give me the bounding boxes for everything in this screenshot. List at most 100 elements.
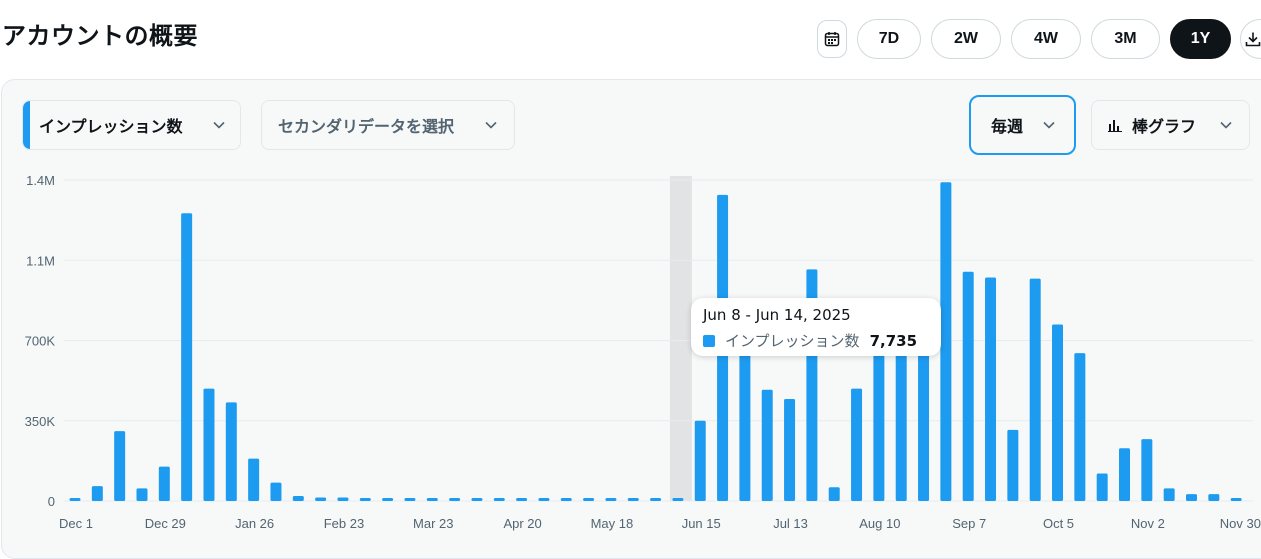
y-tick-label: 1.1M (26, 253, 55, 268)
bar[interactable] (1029, 278, 1041, 501)
bar[interactable] (359, 498, 371, 501)
bar[interactable] (1074, 353, 1086, 501)
x-tick-label: Jul 13 (773, 516, 808, 531)
y-tick-label: 0 (48, 494, 55, 509)
secondary-metric-dropdown[interactable]: セカンダリデータを選択 (261, 100, 515, 150)
x-tick-label: Dec 1 (59, 516, 93, 531)
bar[interactable] (69, 498, 81, 501)
bar[interactable] (404, 498, 416, 501)
y-tick-label: 350K (25, 414, 56, 429)
bar-chart-icon (1108, 118, 1122, 132)
bar[interactable] (203, 388, 215, 501)
bar[interactable] (136, 488, 148, 501)
chevron-down-icon (212, 118, 226, 132)
chevron-down-icon (1219, 118, 1233, 132)
y-tick-label: 700K (25, 334, 56, 349)
bar[interactable] (895, 340, 907, 502)
calendar-button[interactable] (817, 20, 847, 58)
bar[interactable] (516, 498, 528, 501)
x-tick-label: Apr 20 (503, 516, 541, 531)
bar[interactable] (248, 458, 260, 501)
x-tick-label: Aug 10 (859, 516, 900, 531)
bar[interactable] (181, 213, 193, 501)
bar[interactable] (158, 466, 170, 501)
x-tick-label: Jun 15 (682, 516, 721, 531)
x-tick-label: Jan 26 (235, 516, 274, 531)
range-2w-button[interactable]: 2W (931, 19, 1001, 59)
x-tick-label: Oct 5 (1043, 516, 1074, 531)
bar-chart: 0 350K 700K 1.1M 1.4M Dec 1 Dec 29 Jan 26 Feb 23… (25, 173, 1261, 531)
bar[interactable] (694, 420, 706, 501)
bar[interactable] (985, 277, 997, 501)
bar[interactable] (739, 354, 751, 501)
bar[interactable] (1096, 473, 1108, 501)
bar[interactable] (292, 495, 304, 501)
bar[interactable] (1186, 494, 1197, 501)
x-tick-label: Nov 30 (1220, 516, 1261, 531)
bar[interactable] (538, 498, 550, 501)
bar[interactable] (225, 402, 237, 501)
period-dropdown[interactable]: 毎週 (969, 95, 1076, 155)
bar[interactable] (940, 182, 952, 502)
bar[interactable] (493, 498, 505, 501)
bar[interactable] (560, 498, 572, 501)
chevron-down-icon (484, 118, 498, 132)
range-3m-button[interactable]: 3M (1091, 19, 1160, 59)
bar[interactable] (426, 498, 438, 501)
calendar-icon (824, 32, 840, 47)
hover-highlight-band (669, 176, 692, 501)
chart-tooltip: Jun 8 - Jun 14, 2025 インプレッション数 7,735 (691, 298, 941, 356)
bar[interactable] (91, 486, 103, 501)
bar[interactable] (1230, 498, 1242, 501)
bar[interactable] (1163, 488, 1175, 501)
tooltip-series-swatch (703, 334, 715, 347)
primary-metric-dropdown[interactable]: インプレッション数 (22, 100, 241, 150)
x-tick-label: Dec 29 (145, 516, 186, 531)
bar[interactable] (114, 431, 126, 501)
bar[interactable] (962, 271, 974, 501)
chart-type-label: 棒グラフ (1132, 117, 1197, 136)
tooltip-value: 7,735 (869, 331, 918, 350)
bar[interactable] (761, 389, 773, 501)
bar[interactable] (672, 498, 684, 501)
secondary-metric-label: セカンダリデータを選択 (278, 117, 455, 136)
bar[interactable] (1119, 448, 1131, 501)
primary-metric-label: インプレッション数 (39, 117, 183, 136)
bar[interactable] (873, 354, 885, 501)
bar[interactable] (315, 497, 327, 501)
x-tick-label: Sep 7 (952, 516, 986, 531)
y-tick-label: 1.4M (26, 173, 55, 188)
bar[interactable] (828, 487, 840, 501)
page-title: アカウントの概要 (2, 22, 198, 50)
bar[interactable] (627, 498, 639, 501)
chart-type-dropdown[interactable]: 棒グラフ (1091, 100, 1250, 150)
range-7d-button[interactable]: 7D (857, 19, 921, 59)
range-1y-button[interactable]: 1Y (1170, 19, 1231, 59)
period-label: 毎週 (991, 117, 1024, 136)
bar[interactable] (1007, 429, 1019, 501)
bar[interactable] (449, 498, 461, 501)
metric-color-accent (23, 101, 30, 149)
bar[interactable] (1208, 494, 1220, 501)
chevron-down-icon (1042, 118, 1056, 132)
tooltip-series-name: インプレッション数 (725, 332, 860, 350)
bar[interactable] (1052, 324, 1064, 501)
tooltip-date-range: Jun 8 - Jun 14, 2025 (703, 306, 851, 324)
bar[interactable] (918, 354, 930, 501)
bar[interactable] (851, 388, 863, 501)
bar[interactable] (605, 498, 617, 501)
bar[interactable] (583, 498, 595, 501)
download-icon (1245, 32, 1261, 47)
bar[interactable] (471, 498, 483, 501)
x-tick-label: Mar 23 (413, 516, 453, 531)
bar[interactable] (337, 497, 349, 501)
bar[interactable] (270, 482, 282, 501)
bar[interactable] (1141, 439, 1153, 501)
bar[interactable] (382, 498, 394, 501)
x-tick-label: Nov 2 (1131, 516, 1165, 531)
x-tick-label: May 18 (591, 516, 634, 531)
bar[interactable] (650, 498, 662, 501)
x-tick-label: Feb 23 (324, 516, 364, 531)
range-4w-button[interactable]: 4W (1011, 19, 1081, 59)
bar[interactable] (784, 398, 796, 501)
